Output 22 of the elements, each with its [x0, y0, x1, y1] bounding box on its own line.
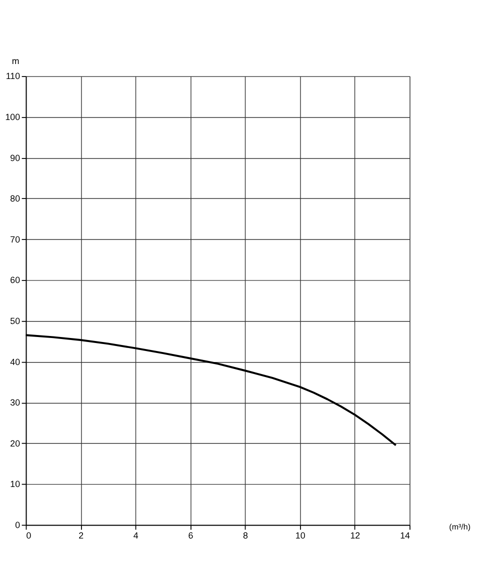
x-tick-label: 0: [26, 530, 32, 541]
y-tick-label: 10: [10, 479, 20, 490]
x-axis-title: (m³/h): [449, 522, 471, 532]
x-tick-label: 8: [243, 530, 248, 541]
y-tick-label: 80: [10, 194, 20, 204]
y-tick-label: 20: [10, 438, 20, 448]
x-tick-label: 4: [133, 530, 138, 541]
x-tick-label: 2: [78, 530, 84, 541]
x-tick-label: 12: [350, 530, 360, 541]
y-tick-label: 30: [10, 398, 20, 408]
x-tick-label: 10: [295, 530, 306, 541]
y-tick-label: 90: [10, 152, 20, 163]
y-tick-label: 100: [5, 112, 20, 122]
y-tick-label: 0: [15, 520, 20, 530]
y-axis-title: m: [12, 56, 20, 66]
y-tick-label: 40: [10, 356, 20, 367]
x-tick-label: 6: [188, 530, 194, 541]
y-tick-label: 50: [10, 316, 20, 326]
y-tick-label: 110: [6, 71, 20, 82]
y-tick-label: 70: [10, 234, 20, 244]
y-tick-label: 60: [10, 275, 20, 286]
x-tick-label: 14: [400, 530, 410, 541]
